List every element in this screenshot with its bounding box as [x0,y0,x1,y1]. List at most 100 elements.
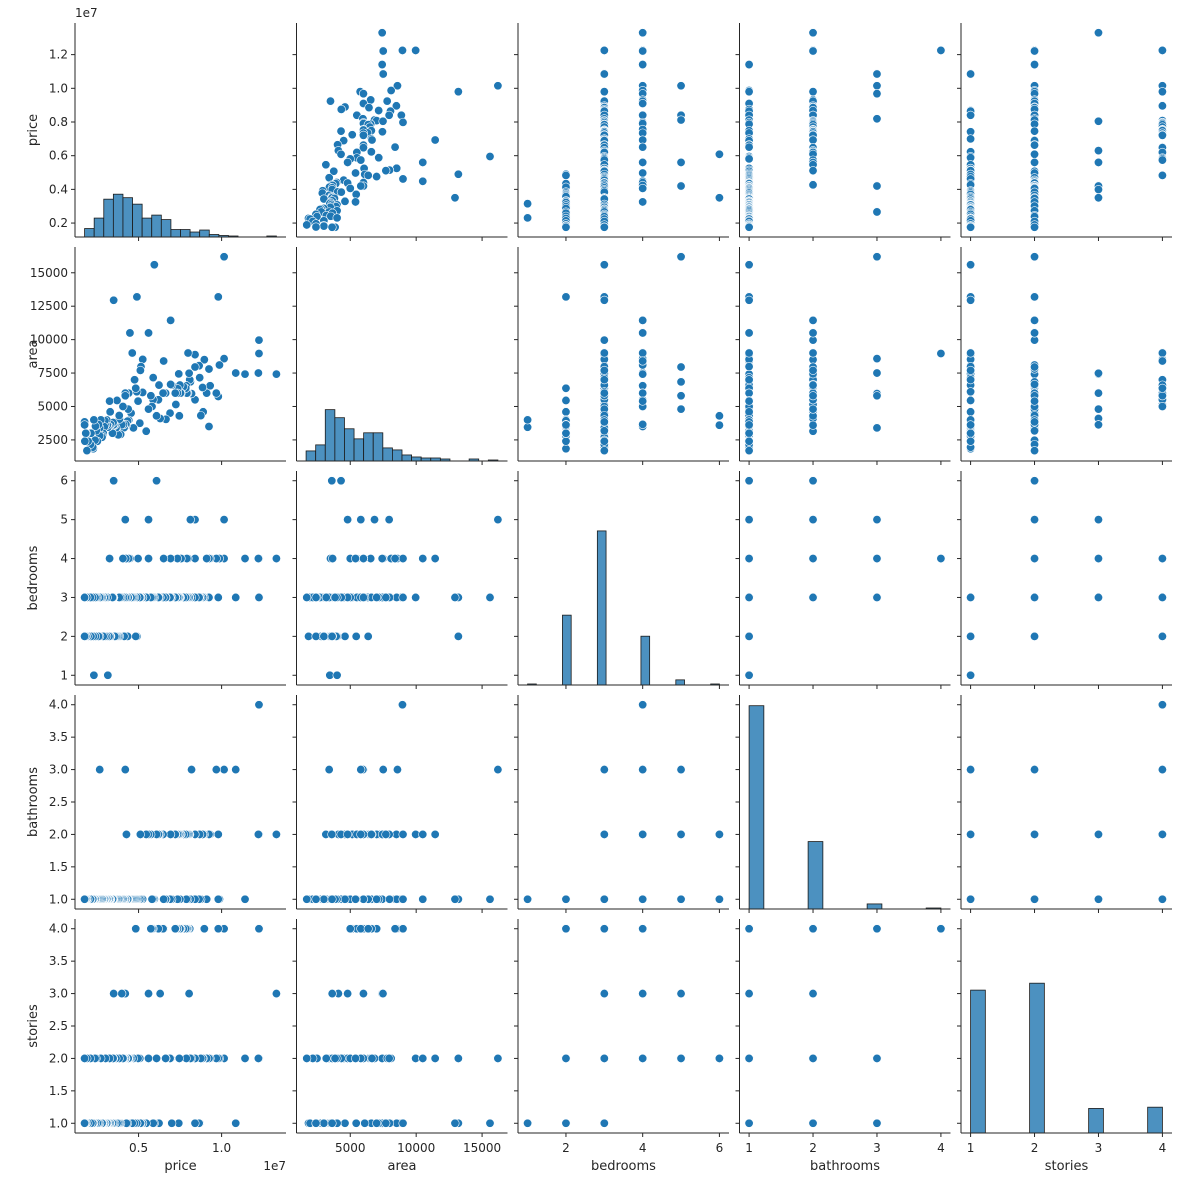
histogram-bar [675,679,685,686]
scatter-point [872,354,882,364]
scatter-point [808,328,818,338]
panel-stories-vs-stories: 1 2 3 4 stories [957,919,1172,1174]
scatter-point [872,554,882,564]
scatter-point [1030,894,1040,904]
scatter-point [144,515,154,525]
scatter-point [80,894,90,904]
scatter-point [174,369,184,379]
histogram-bar [103,198,114,238]
scatter-point [599,1053,609,1063]
scatter-point [174,411,184,421]
histogram-bar [1088,1108,1104,1134]
panel-price-vs-bedrooms [514,23,729,241]
scatter-point [336,149,346,159]
histogram-bar [305,450,317,462]
scatter-point [190,362,200,372]
scatter-point [390,554,400,564]
scatter-point [676,829,686,839]
scatter-point [398,117,408,127]
histogram-bar [315,444,326,462]
scatter-point [187,765,197,775]
scatter-point [638,60,648,70]
scatter-point [411,592,421,602]
histogram-bar [344,428,355,462]
scatter-point [966,395,976,405]
scatter-point [966,375,976,385]
x-tick-label: 1 [967,1141,975,1155]
scatter-point [808,166,818,176]
scatter-point [167,1118,177,1128]
scatter-point [523,894,533,904]
scatter-point [561,383,571,393]
scatter-point [872,515,882,525]
panel-area-vs-stories [957,247,1172,465]
scatter-point [398,829,408,839]
histogram-bar [93,217,105,238]
scatter-point [381,829,391,839]
scatter-point [638,419,648,429]
scatter-point [872,252,882,262]
scatter-point [120,765,130,775]
scatter-point [808,404,818,414]
scatter-point [1157,592,1167,602]
scatter-point [356,515,366,525]
scatter-point [253,829,263,839]
scatter-point [714,1053,724,1063]
scatter-point [146,924,156,934]
scatter-point [936,349,946,359]
y-tick-label: 10000 [30,333,68,347]
scatter-point [330,1053,340,1063]
scatter-point [351,894,361,904]
scatter-point [367,135,377,145]
scatter-point [744,260,754,270]
scatter-point [327,894,337,904]
panel-price-vs-price: 0.2 0.4 0.6 0.8 1.0 1.2 price [26,23,286,241]
scatter-point [430,829,440,839]
scatter-point [411,45,421,55]
scatter-point [319,221,329,231]
scatter-point [1030,315,1040,325]
scatter-point [872,81,882,91]
scatter-point [966,894,976,904]
scatter-point [231,368,241,378]
scatter-point [638,356,648,366]
scatter-point [144,404,154,414]
scatter-point [1157,700,1167,710]
scatter-point [744,396,754,406]
scatter-point [599,365,609,375]
scatter-point [1157,348,1167,358]
scatter-point [345,183,355,193]
y-tick-label: 1.5 [49,860,68,874]
panel-bathrooms-vs-stories [957,695,1172,913]
scatter-point [311,1118,321,1128]
scatter-point [638,183,648,193]
scatter-point [125,328,135,338]
scatter-point [302,592,312,602]
y-tick-label: 15000 [30,266,68,280]
scatter-point [378,116,388,126]
scatter-point [127,348,137,358]
scatter-point [174,1053,184,1063]
histogram-bar [151,214,162,238]
y-tick-label: 3.0 [49,763,68,777]
scatter-point [599,222,609,232]
x-axis-label: bedrooms [591,1159,656,1174]
scatter-point [1157,101,1167,111]
scatter-point [321,592,331,602]
scatter-point [195,373,205,383]
scatter-point [966,765,976,775]
scatter-point [302,220,312,230]
y-tick-label: 1.0 [49,81,68,95]
scatter-point [638,829,648,839]
scatter-point [144,328,154,338]
scatter-point [133,396,143,406]
scatter-point [1157,383,1167,393]
scatter-point [148,373,158,383]
scatter-point [714,193,724,203]
scatter-point [1030,292,1040,302]
histogram-bar [199,229,210,238]
scatter-point [1093,185,1103,195]
scatter-point [599,295,609,305]
scatter-point [808,420,818,430]
scatter-point [199,355,209,365]
